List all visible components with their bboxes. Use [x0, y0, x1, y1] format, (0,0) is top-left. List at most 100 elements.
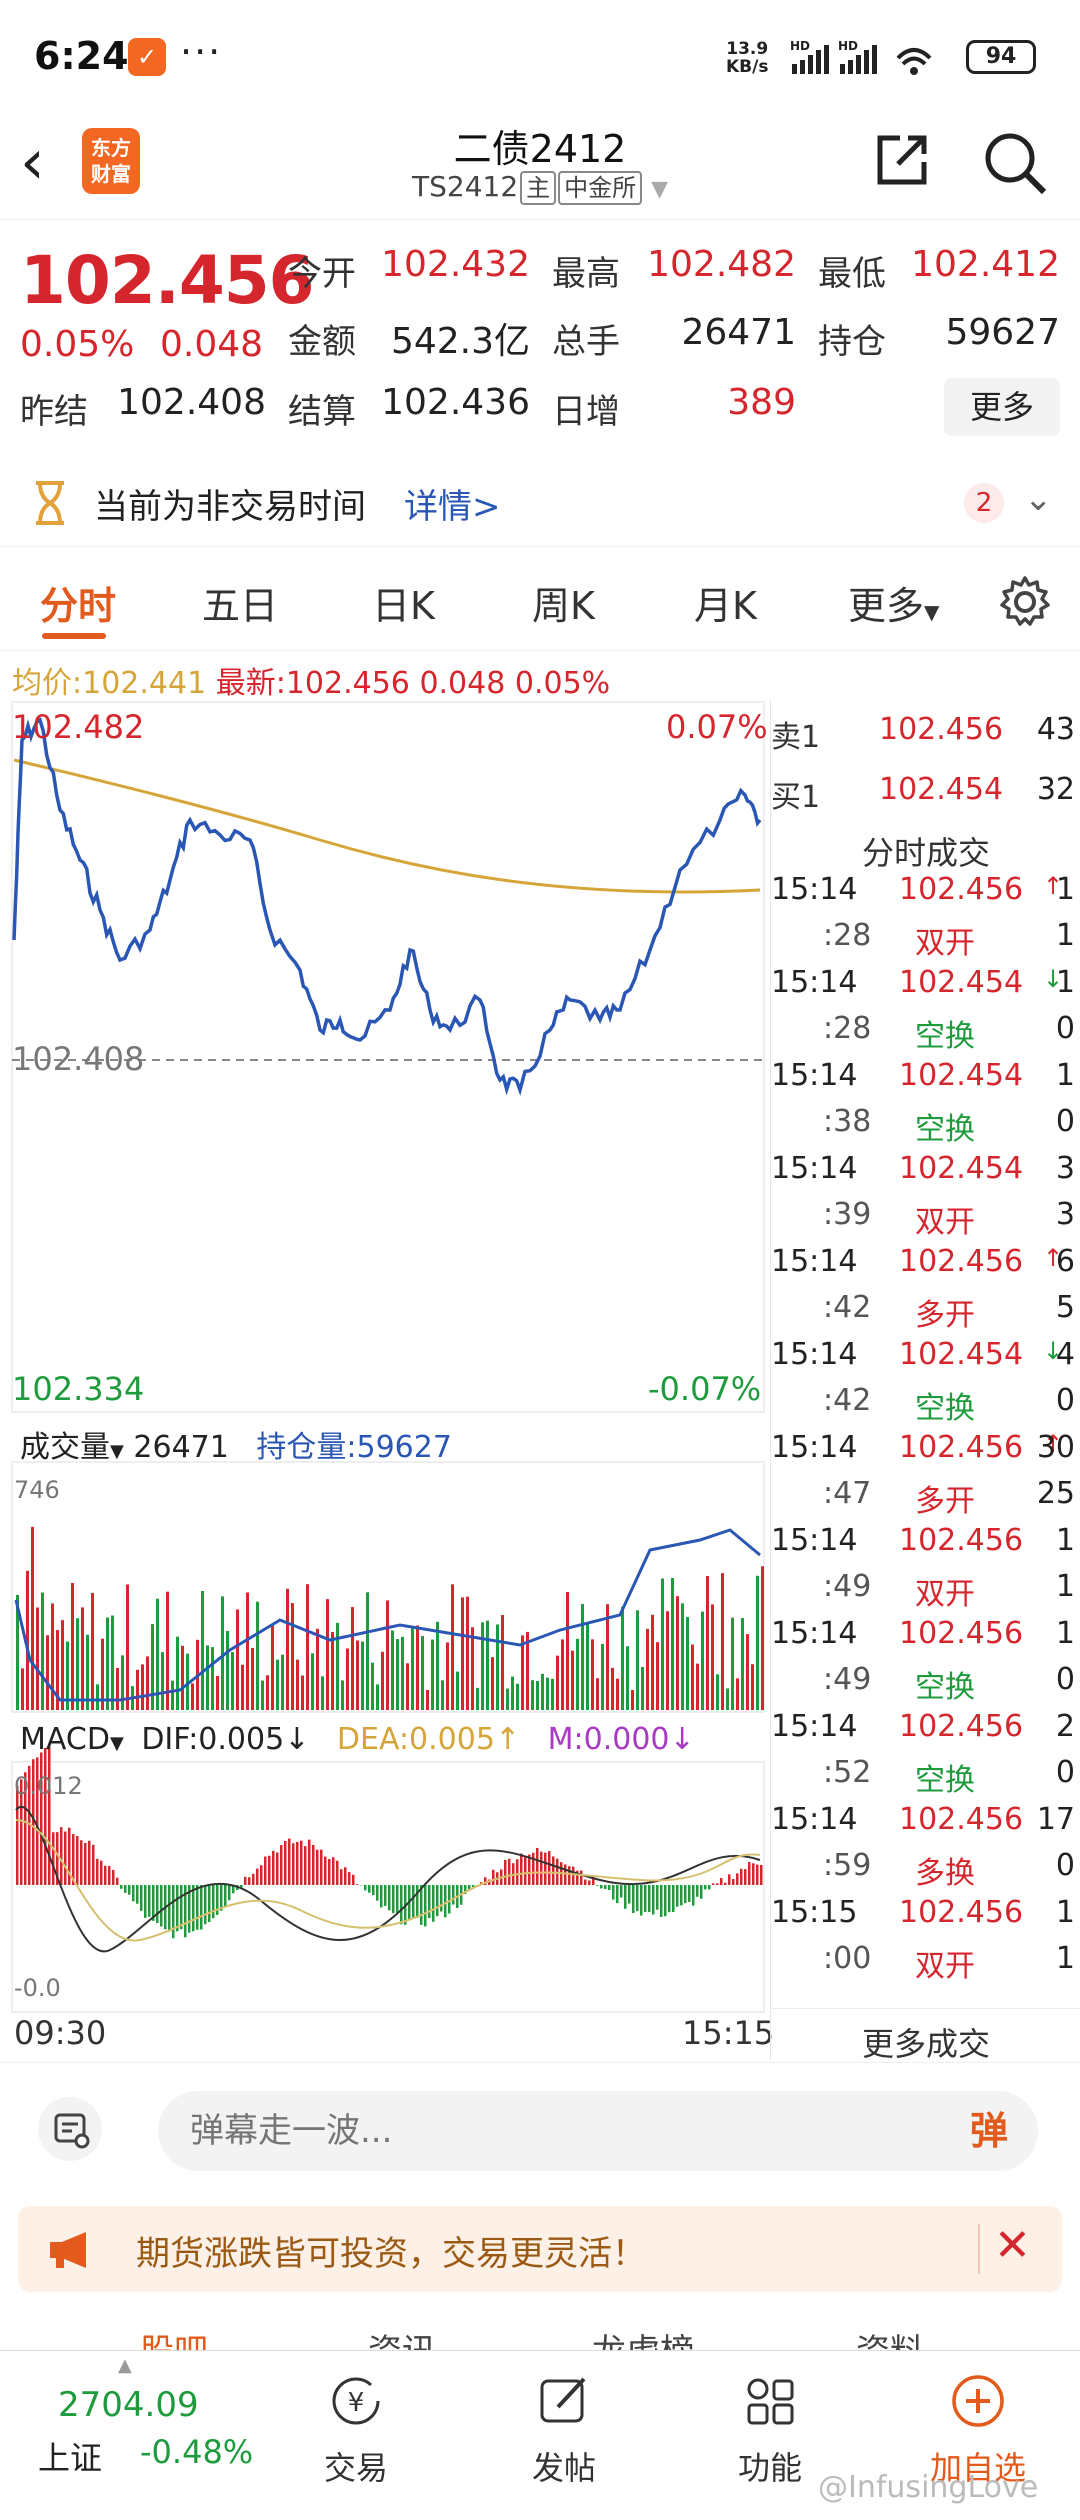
volume-bar [676, 1596, 679, 1710]
volume-bar [106, 1617, 109, 1710]
comment-list-icon[interactable] [38, 2097, 102, 2161]
latest-price: 102.456 [285, 666, 410, 701]
ask-row[interactable]: 卖1 102.456 43 [771, 706, 1080, 755]
chevron-up-icon[interactable]: ▲ [118, 2355, 132, 2376]
volume-bar [191, 1683, 194, 1710]
volume-bar [96, 1684, 99, 1710]
volume-bar [706, 1576, 709, 1710]
add-watch-icon [952, 2375, 1004, 2427]
macd-bar [704, 1885, 707, 1890]
more-trades-button[interactable]: 更多成交 [771, 2008, 1080, 2065]
more-button[interactable]: 更多 [944, 378, 1060, 436]
tab-intraday[interactable]: 分时 [40, 584, 117, 628]
trade-second: :39 [823, 1197, 872, 1232]
change-percent: 0.05% [20, 324, 135, 365]
volume-bar [726, 1688, 729, 1710]
volume-bar [276, 1659, 279, 1710]
index-value[interactable]: 2704.09 [58, 2385, 199, 2425]
nav-apps[interactable]: 功能 [710, 2371, 830, 2489]
volume-bar [696, 1663, 699, 1710]
volume-bar [486, 1620, 489, 1710]
contract-code: TS2412 [412, 170, 519, 203]
macd-bar [436, 1885, 439, 1917]
chevron-down-icon[interactable]: ▼ [110, 1441, 124, 1462]
battery-icon: 94 [966, 40, 1036, 74]
close-icon[interactable]: ✕ [994, 2220, 1031, 2271]
macd-bar [112, 1869, 115, 1885]
notice-detail-link[interactable]: 详情> [404, 487, 501, 527]
notice-count-badge[interactable]: 2 [964, 483, 1004, 523]
intraday-chart[interactable] [0, 700, 770, 2060]
macd-bar [604, 1885, 607, 1890]
back-button[interactable]: ‹ [20, 125, 45, 198]
tab-weekly-k[interactable]: 周K [532, 584, 595, 628]
volume-bar [466, 1596, 469, 1710]
macd-bar [396, 1885, 399, 1913]
danmu-button[interactable]: 弹 [942, 2091, 1036, 2171]
macd-bar [212, 1885, 215, 1919]
macd-bar [340, 1869, 343, 1885]
contract-selector[interactable]: TS2412 主中金所 ▼ [300, 170, 780, 205]
search-icon[interactable] [980, 128, 1050, 198]
volume-bar [716, 1674, 719, 1710]
volume-bar [161, 1652, 164, 1710]
trade-oi-change: 0 [1055, 1662, 1075, 1697]
trades-title: 分时成交 [861, 834, 990, 872]
volume-bar [601, 1643, 604, 1710]
volume-bar [461, 1597, 464, 1710]
tab-profile[interactable]: 资料 [856, 2324, 924, 2350]
macd-bar [192, 1885, 195, 1932]
open-value: 102.432 [381, 244, 530, 285]
volume-bar [231, 1652, 234, 1710]
macd-bar [756, 1864, 759, 1885]
tab-news[interactable]: 资讯 [368, 2324, 436, 2350]
trade-type: 空换 [915, 1019, 975, 1054]
tab-more[interactable]: 更多▼ [848, 575, 939, 630]
macd-bar [304, 1846, 307, 1885]
gear-icon[interactable] [996, 573, 1054, 631]
promo-banner[interactable]: 期货涨跌皆可投资，交易更灵活！ ✕ [18, 2206, 1062, 2292]
macd-bar [204, 1885, 207, 1925]
bid-row[interactable]: 买1 102.454 32 [771, 766, 1080, 815]
macd-bar [612, 1885, 615, 1900]
macd-bar [544, 1852, 547, 1885]
chevron-down-icon[interactable]: ⌄ [1024, 479, 1053, 519]
macd-label[interactable]: MACD [20, 1722, 110, 1757]
trade-time: 15:14 [771, 1709, 858, 1744]
trade-oi-change: 1 [1055, 1941, 1075, 1976]
volume-bar [606, 1604, 609, 1710]
volume-bar [26, 1570, 29, 1710]
price-line-series [12, 717, 762, 1096]
macd-bar [552, 1856, 555, 1885]
nav-post[interactable]: 发帖 [504, 2371, 624, 2489]
svg-text:¥: ¥ [348, 2388, 365, 2418]
chevron-down-icon: ▼ [924, 600, 940, 624]
macd-bar [424, 1885, 427, 1927]
volume-label[interactable]: 成交量 [20, 1430, 110, 1465]
tab-daily-k[interactable]: 日K [372, 584, 435, 628]
tab-dragon-tiger[interactable]: 龙虎榜 [592, 2324, 694, 2350]
macd-bar [240, 1885, 243, 1888]
macd-bar [668, 1885, 671, 1913]
macd-bar [652, 1885, 655, 1915]
macd-bar [148, 1885, 151, 1917]
chevron-down-icon[interactable]: ▼ [109, 1733, 124, 1754]
volume-bar [211, 1647, 214, 1710]
nav-add-watch[interactable]: 加自选 [918, 2371, 1038, 2489]
trade-price: 102.456 [899, 1430, 1024, 1465]
macd-bar [640, 1885, 643, 1916]
brand-logo-line2: 财富 [91, 162, 131, 186]
bid-volume: 32 [1036, 772, 1075, 807]
share-icon[interactable] [870, 128, 934, 192]
hourglass-icon [36, 481, 64, 525]
tab-monthly-k[interactable]: 月K [694, 584, 757, 628]
macd-bar [256, 1868, 259, 1885]
danmu-input[interactable] [158, 2091, 1038, 2171]
macd-bar [296, 1841, 299, 1885]
tab-five-day[interactable]: 五日 [202, 584, 279, 628]
chevron-down-icon: ▼ [651, 177, 668, 202]
volume-bar [36, 1607, 39, 1710]
tab-forum[interactable]: 股吧 [140, 2324, 208, 2350]
macd-bar [540, 1851, 543, 1885]
nav-trade[interactable]: ¥ 交易 [296, 2371, 416, 2489]
